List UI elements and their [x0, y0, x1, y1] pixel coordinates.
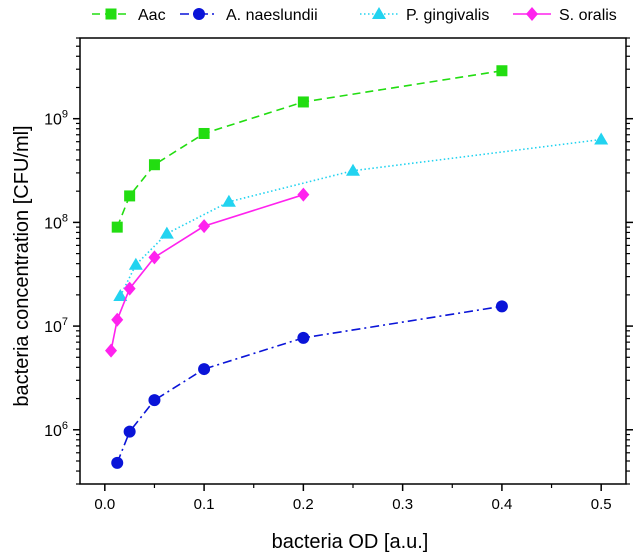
data-point	[346, 163, 360, 176]
data-point	[159, 226, 174, 239]
data-point	[221, 194, 236, 207]
series-1	[111, 300, 508, 469]
y-tick-label: 109	[44, 109, 68, 129]
data-point	[111, 221, 123, 233]
data-point	[495, 300, 508, 313]
series-line	[116, 305, 503, 464]
series-0	[111, 65, 508, 233]
y-tick-label: 108	[44, 212, 68, 232]
data-point	[594, 132, 609, 145]
series-line	[119, 138, 602, 297]
data-point	[148, 250, 161, 265]
legend-label: Aac	[138, 7, 166, 24]
x-tick-label: 0.5	[591, 496, 612, 513]
plot-frame	[79, 37, 627, 485]
y-tick-label: 106	[44, 420, 68, 440]
legend-label: A. naeslundii	[226, 7, 318, 24]
data-point	[198, 219, 211, 234]
legend-marker	[193, 8, 205, 20]
legend: Aac A. naeslundii P. gingivalis S. oralis	[92, 7, 617, 24]
legend-label: S. oralis	[559, 7, 617, 24]
series-3	[105, 187, 310, 358]
x-tick-label: 0.0	[94, 496, 115, 513]
series-line	[110, 193, 304, 351]
data-point	[123, 425, 136, 438]
x-tick-label: 0.4	[491, 496, 512, 513]
data-point	[297, 96, 309, 108]
data-point	[198, 363, 211, 376]
data-point	[198, 127, 210, 139]
data-point	[105, 343, 118, 358]
series-line	[116, 69, 503, 228]
data-point	[111, 312, 124, 327]
x-tick-label: 0.2	[293, 496, 314, 513]
y-axis-label: bacteria concentration [CFU/ml]	[11, 125, 33, 406]
data-point	[124, 190, 136, 202]
data-point	[297, 187, 310, 202]
data-point	[297, 331, 310, 344]
data-point	[148, 159, 160, 171]
legend-label: P. gingivalis	[406, 7, 489, 24]
series-2	[113, 132, 609, 302]
y-tick-label: 107	[44, 316, 68, 336]
data-point	[111, 456, 124, 469]
data-point	[123, 281, 136, 296]
axes-layer: 0.0 0.1 0.2 0.3 0.4 0.5 106 107 108 109	[44, 37, 633, 513]
x-tick-label: 0.1	[194, 496, 215, 513]
legend-marker	[526, 7, 538, 21]
legend-marker	[372, 7, 386, 19]
x-axis-label: bacteria OD [a.u.]	[272, 531, 429, 553]
x-tick-label: 0.3	[392, 496, 413, 513]
data-point	[148, 394, 161, 407]
data-point	[496, 65, 508, 77]
minor-ticks	[76, 37, 630, 488]
legend-marker	[105, 8, 117, 20]
series-layer	[105, 65, 609, 469]
data-point	[128, 257, 143, 270]
data-point	[113, 289, 128, 302]
